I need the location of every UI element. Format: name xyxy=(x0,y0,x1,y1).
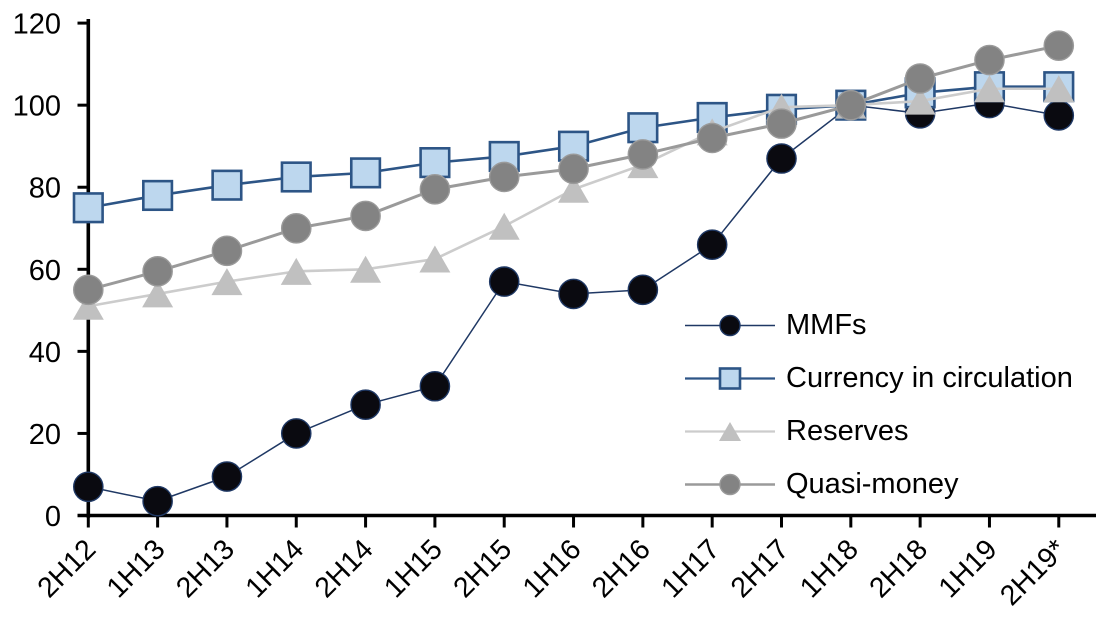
x-tick-label: 1H17 xyxy=(655,533,726,604)
legend-item-reserves: Reserves xyxy=(683,405,1073,458)
x-tick-label: 2H12 xyxy=(31,533,102,604)
x-tick-label: 1H13 xyxy=(101,533,172,604)
triangle-marker-icon xyxy=(685,422,775,441)
x-tick-label: 2H14 xyxy=(309,533,380,604)
x-tick-label: 1H15 xyxy=(378,533,449,604)
plot-series xyxy=(72,30,1075,517)
legend-label-reserves: Reserves xyxy=(786,415,909,447)
x-tick-label: 2H19* xyxy=(994,533,1073,612)
x-tick-label: 2H16 xyxy=(586,533,657,604)
x-tick-label: 2H15 xyxy=(447,533,518,604)
y-tick-label: 80 xyxy=(29,173,61,205)
x-tick-label: 2H17 xyxy=(725,533,796,604)
legend: MMFs Currency in circulation Reserves Qu… xyxy=(683,299,1073,511)
y-tick-label: 20 xyxy=(29,419,61,451)
x-tick-label: 1H18 xyxy=(794,533,865,604)
x-tick-label: 1H19 xyxy=(933,533,1004,604)
legend-label-mmfs: MMFs xyxy=(786,309,867,341)
y-tick-label: 0 xyxy=(45,501,61,533)
legend-item-currency-in-circulation: Currency in circulation xyxy=(683,352,1073,405)
y-tick-label: 40 xyxy=(29,337,61,369)
square-marker-icon xyxy=(685,367,775,390)
x-tick-label: 1H14 xyxy=(239,533,310,604)
y-tick-label: 100 xyxy=(13,91,61,123)
legend-item-mmfs: MMFs xyxy=(683,299,1073,352)
circle-marker-icon xyxy=(685,314,775,337)
legend-item-quasi-money: Quasi-money xyxy=(683,458,1073,511)
x-tick-label: 2H13 xyxy=(170,533,241,604)
series-quasi-money xyxy=(73,30,1075,306)
legend-label-currency-in-circulation: Currency in circulation xyxy=(786,362,1073,394)
circle-marker-icon xyxy=(685,473,775,496)
y-tick-label: 120 xyxy=(13,9,61,41)
x-tick-label: 1H16 xyxy=(517,533,588,604)
y-tick-label: 60 xyxy=(29,255,61,287)
legend-label-quasi-money: Quasi-money xyxy=(786,468,959,500)
x-tick-label: 2H18 xyxy=(863,533,934,604)
